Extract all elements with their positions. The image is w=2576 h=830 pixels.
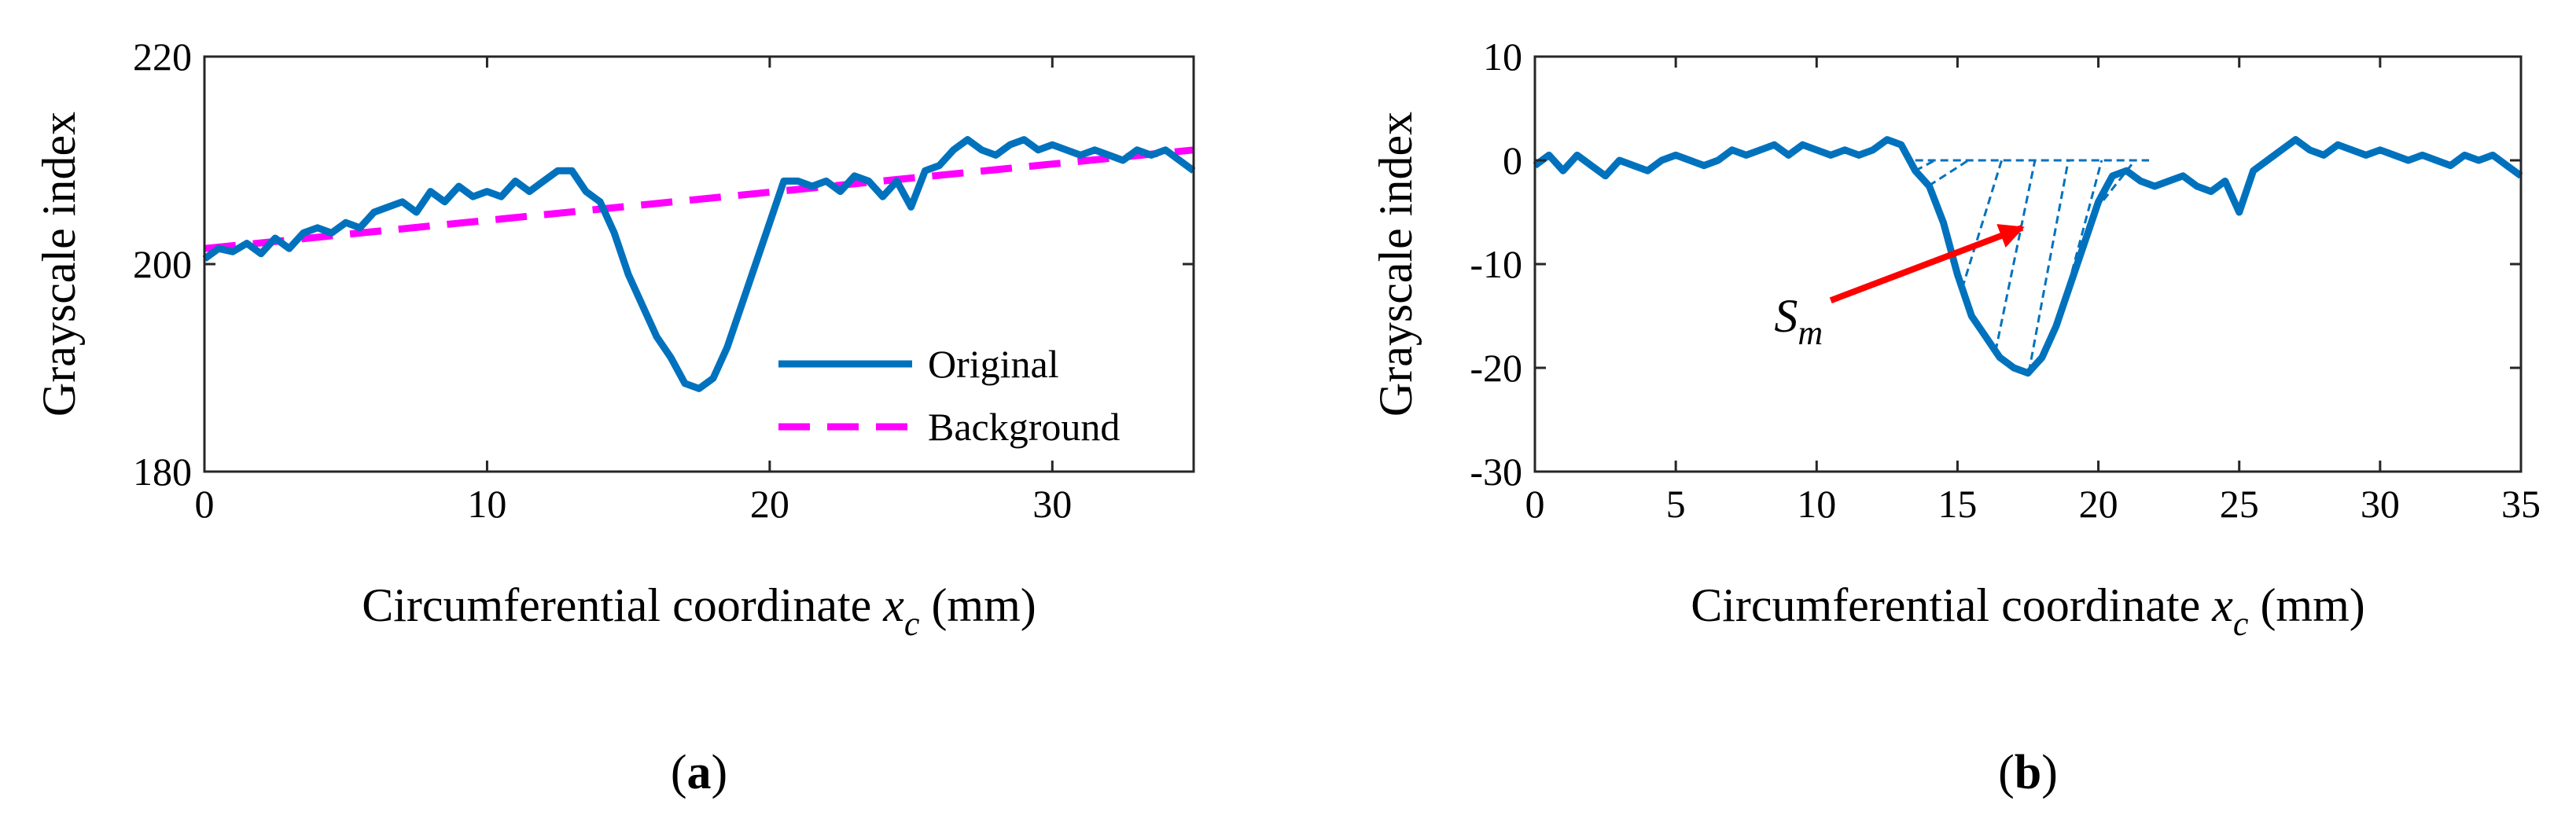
hatch-line-1	[1928, 159, 1969, 187]
x-tick-label-b-6: 30	[2361, 482, 2400, 526]
y-tick-label-b-4: 10	[1483, 35, 1522, 79]
x-axis-label-text-a: Circumferential coordinate	[362, 579, 883, 631]
panel-label-a: (a)	[671, 746, 727, 799]
annotation-s: S	[1774, 290, 1798, 342]
annotation-sm: Sm	[1774, 290, 1823, 352]
x-tick-label-b-5: 25	[2220, 482, 2259, 526]
x-tick-label-b-0: 0	[1525, 482, 1545, 526]
y-tick-label-a-1: 200	[133, 242, 192, 286]
hatch-line-4	[2027, 160, 2070, 373]
panel-label-b-close: )	[2041, 746, 2058, 799]
plot-area-a	[204, 57, 1194, 472]
legend-label-background: Background	[928, 405, 1120, 449]
x-axis-label-b: Circumferential coordinate xc (mm)	[1691, 579, 2365, 643]
x-axis-label-text-b: Circumferential coordinate	[1691, 579, 2212, 631]
hatch-line-2	[1960, 160, 2003, 289]
x-tick-label-a-3: 30	[1032, 482, 1072, 526]
x-axis-label-var-b: x	[2211, 579, 2233, 631]
y-tick-label-a-0: 180	[133, 450, 192, 494]
x-axis-label-a: Circumferential coordinate xc (mm)	[362, 579, 1036, 643]
x-tick-label-a-0: 0	[195, 482, 215, 526]
hatch-line-0	[1914, 159, 1936, 172]
panel-label-b-open: (	[1998, 746, 2015, 799]
hatch-line-3	[1994, 160, 2037, 352]
legend-a: Original Background	[778, 342, 1120, 449]
x-axis-label-unit-a: (mm)	[919, 579, 1036, 631]
x-tick-label-b-2: 10	[1797, 482, 1836, 526]
plot-area-b	[1535, 57, 2521, 472]
x-tick-label-b-3: 15	[1938, 482, 1977, 526]
annotation-arrow	[1829, 224, 2025, 303]
legend-label-original: Original	[928, 342, 1059, 386]
y-axis-label-a: Grayscale index	[33, 112, 85, 417]
y-tick-label-a-2: 220	[133, 35, 192, 79]
panel-label-a-letter: a	[687, 746, 712, 799]
y-tick-label-b-1: -20	[1470, 346, 1522, 390]
x-tick-label-b-4: 20	[2079, 482, 2118, 526]
panel-label-a-open: (	[671, 746, 687, 799]
x-axis-label-sub-b: c	[2233, 604, 2249, 643]
x-axis-label-unit-b: (mm)	[2248, 579, 2364, 631]
series-line-original	[203, 136, 1195, 392]
series-line-difference	[1533, 136, 2523, 377]
x-axis-label-sub-a: c	[904, 604, 920, 643]
chart-panel-b: 0 5 10 15 20 25 30 35 -30 -20 -10 0 10 Sm Grayscale …	[1370, 35, 2541, 799]
shaded-region-sm	[1914, 159, 2150, 373]
chart-panel-a: 0 10 20 30 180 200 220 Grayscale index Circumf…	[33, 35, 1195, 799]
panel-label-b: (b)	[1998, 746, 2058, 799]
series-line-background	[204, 146, 1194, 252]
x-tick-label-a-2: 20	[750, 482, 789, 526]
panel-label-a-close: )	[712, 746, 728, 799]
x-axis-label-var-a: x	[882, 579, 904, 631]
x-tick-label-b-1: 5	[1666, 482, 1686, 526]
y-axis-label-b: Grayscale index	[1370, 112, 1422, 417]
annotation-sub-m: m	[1798, 314, 1823, 352]
y-tick-label-b-3: 0	[1503, 138, 1522, 182]
x-tick-label-b-7: 35	[2501, 482, 2541, 526]
y-tick-label-b-2: -10	[1470, 242, 1522, 286]
y-tick-label-b-0: -30	[1470, 450, 1522, 494]
panel-label-b-letter: b	[2015, 746, 2041, 799]
x-tick-label-a-1: 10	[467, 482, 506, 526]
